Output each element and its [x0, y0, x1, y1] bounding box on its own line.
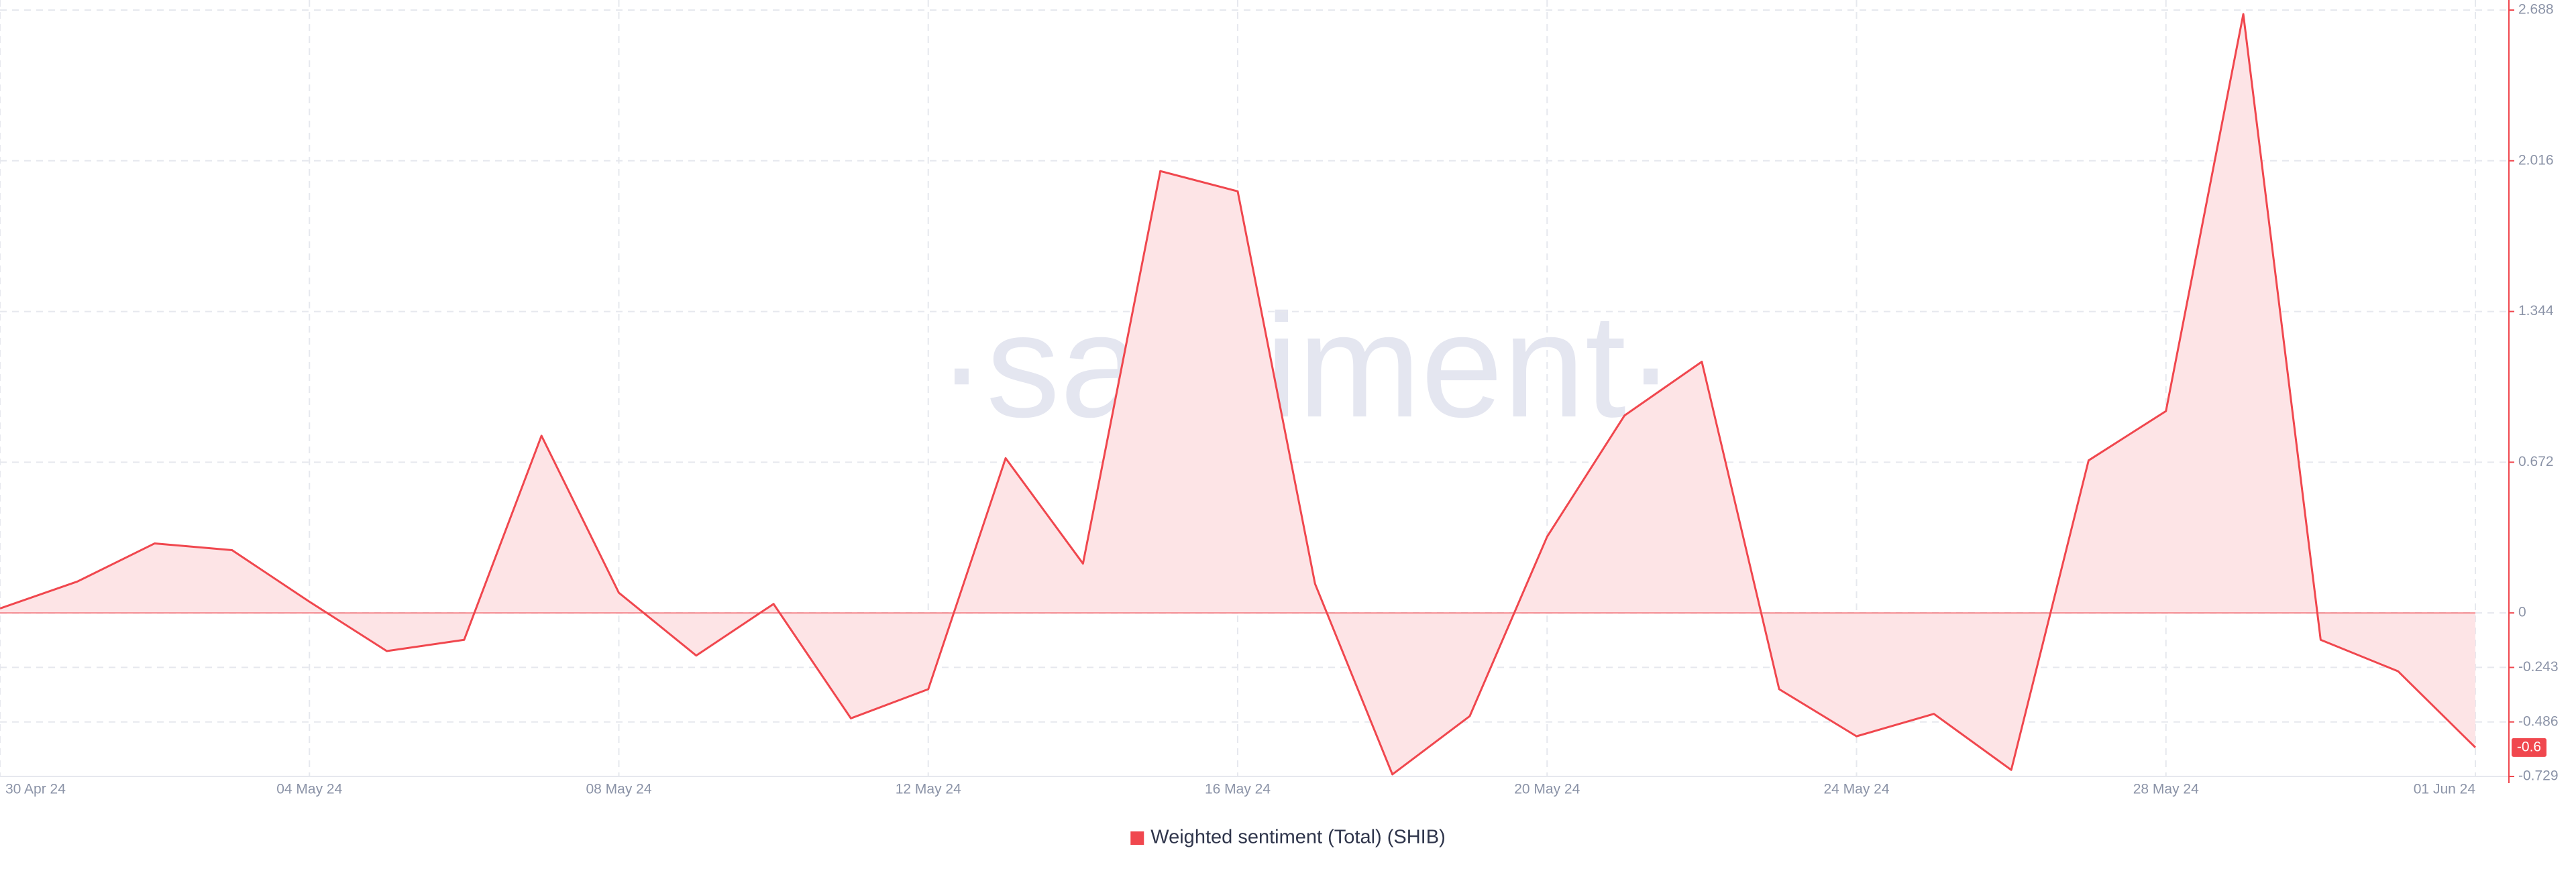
x-tick-label: 30 Apr 24 [5, 782, 66, 797]
legend-label: Weighted sentiment (Total) (SHIB) [1150, 827, 1445, 848]
y-tick-label: 0.672 [2518, 454, 2554, 469]
y-tick-label: -0.243 [2518, 659, 2559, 675]
y-tick-label: 1.344 [2518, 303, 2554, 318]
x-tick-label: 24 May 24 [1823, 782, 1889, 797]
x-tick-label: 08 May 24 [586, 782, 651, 797]
x-tick-label: 20 May 24 [1514, 782, 1580, 797]
value-badge [2512, 738, 2546, 757]
area-fill [0, 14, 2475, 774]
y-tick-label: 0 [2518, 605, 2526, 620]
y-tick-label: 2.688 [2518, 2, 2554, 17]
x-tick-label: 16 May 24 [1205, 782, 1271, 797]
legend-swatch [1130, 831, 1144, 845]
y-tick-label: -0.729 [2518, 768, 2559, 784]
x-tick-label: 28 May 24 [2133, 782, 2199, 797]
watermark: ·santiment· [937, 283, 1675, 448]
x-tick-label: 01 Jun 24 [2414, 782, 2476, 797]
y-tick-label: 2.016 [2518, 152, 2554, 168]
y-tick-label: -0.486 [2518, 713, 2559, 729]
x-tick-label: 04 May 24 [276, 782, 342, 797]
x-tick-label: 12 May 24 [896, 782, 961, 797]
line [0, 13, 2477, 776]
value-label: -0.6 [2517, 739, 2541, 754]
legend-item: Weighted sentiment (Total) (SHIB) [1130, 827, 1446, 848]
